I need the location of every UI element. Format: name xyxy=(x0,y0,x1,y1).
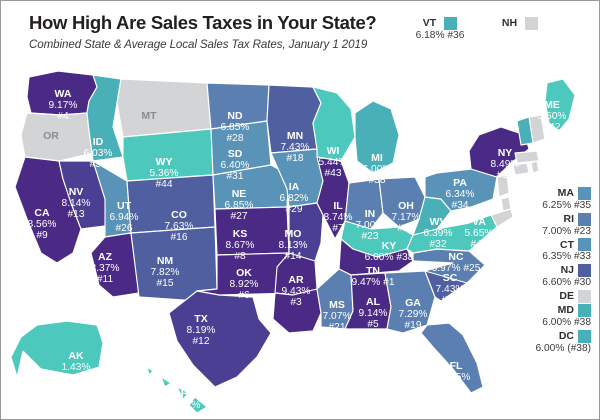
legend-item-ri[interactable]: RI 7.00% #23 xyxy=(505,212,591,238)
state-ga[interactable] xyxy=(384,270,436,334)
state-vt[interactable] xyxy=(516,116,534,146)
state-or[interactable] xyxy=(20,112,94,162)
offmap-label-nh[interactable]: NH xyxy=(485,17,555,30)
legend-item-ma[interactable]: MA 6.25% #35 xyxy=(505,187,591,212)
state-nj[interactable] xyxy=(496,174,510,198)
page-subtitle: Combined State & Average Local Sales Tax… xyxy=(29,38,368,52)
state-ct[interactable] xyxy=(512,162,530,176)
legend-de-abbrev: DE xyxy=(559,290,574,303)
state-fl[interactable] xyxy=(420,322,484,394)
state-mn[interactable] xyxy=(266,84,322,154)
state-hi[interactable] xyxy=(146,366,208,414)
legend-ma-abbrev: MA xyxy=(557,187,574,200)
legend-item-nj[interactable]: NJ 6.60% #30 xyxy=(505,264,591,289)
state-ri[interactable] xyxy=(530,160,540,174)
offmap-vt-swatch xyxy=(444,17,458,30)
state-ak[interactable] xyxy=(10,320,104,378)
legend-ma-value: 6.25% #35 xyxy=(542,200,591,211)
state-co[interactable] xyxy=(126,174,216,234)
legend-item-de[interactable]: DE xyxy=(505,289,591,303)
state-oh[interactable] xyxy=(378,176,426,228)
legend-dc-abbrev: DC xyxy=(558,329,574,342)
legend-item-dc[interactable]: DC 6.00% (#38) xyxy=(505,329,592,355)
legend-nj-swatch xyxy=(578,264,591,278)
state-pa[interactable] xyxy=(424,168,498,212)
states-layer xyxy=(10,70,576,414)
legend-ma-swatch xyxy=(578,187,591,200)
state-wy[interactable] xyxy=(122,128,214,182)
state-in[interactable] xyxy=(344,178,384,230)
legend-ct-abbrev: CT xyxy=(560,238,574,251)
state-mt[interactable] xyxy=(116,78,212,138)
offmap-nh-abbrev: NH xyxy=(501,16,518,29)
legend-item-ct[interactable]: CT 6.35% #33 xyxy=(505,238,591,263)
state-wi[interactable] xyxy=(312,86,356,162)
state-la[interactable] xyxy=(272,288,322,334)
legend-ri-value: 7.00% #23 xyxy=(542,225,591,237)
legend-dc-swatch xyxy=(578,329,591,343)
offmap-vt-abbrev: VT xyxy=(422,16,437,29)
offmap-vt-value: 6.18% #36 xyxy=(415,30,465,41)
offmap-nh-swatch xyxy=(525,17,539,30)
state-va[interactable] xyxy=(406,214,498,254)
state-tx[interactable] xyxy=(168,290,272,388)
header: How High Are Sales Taxes in Your State? … xyxy=(29,12,574,52)
legend-nj-abbrev: NJ xyxy=(560,264,574,277)
state-label-la: LA 9.45% #2 xyxy=(283,333,326,356)
legend-ct-value: 6.35% #33 xyxy=(542,251,591,263)
state-wa[interactable] xyxy=(26,70,98,116)
legend-md-abbrev: MD xyxy=(557,304,574,317)
legend-dc-value: 6.00% (#38) xyxy=(535,342,592,354)
state-ms[interactable] xyxy=(316,268,354,330)
legend-md-value: 6.00% #38 xyxy=(542,316,591,328)
legend-northeast-states: MA 6.25% #35 RI 7.00% #23 CT 6.35% #33 NJ 6.60%… xyxy=(505,187,591,355)
legend-ct-swatch xyxy=(578,238,591,252)
state-ks[interactable] xyxy=(214,206,290,256)
legend-item-md[interactable]: MD 6.00% #38 xyxy=(505,303,591,329)
legend-de-swatch xyxy=(578,289,591,303)
page-title: How High Are Sales Taxes in Your State? xyxy=(29,12,377,33)
legend-md-swatch xyxy=(578,303,591,317)
state-al[interactable] xyxy=(344,272,392,330)
offmap-label-vt[interactable]: VT 6.18% #36 xyxy=(405,17,475,42)
state-md[interactable] xyxy=(490,208,514,228)
state-ma[interactable] xyxy=(514,150,540,164)
state-mi[interactable] xyxy=(354,100,400,174)
legend-nj-value: 6.60% #30 xyxy=(542,277,591,289)
state-me[interactable] xyxy=(544,78,576,132)
legend-ri-swatch xyxy=(578,212,591,226)
legend-ri-abbrev: RI xyxy=(563,212,575,225)
state-il[interactable] xyxy=(316,156,350,240)
